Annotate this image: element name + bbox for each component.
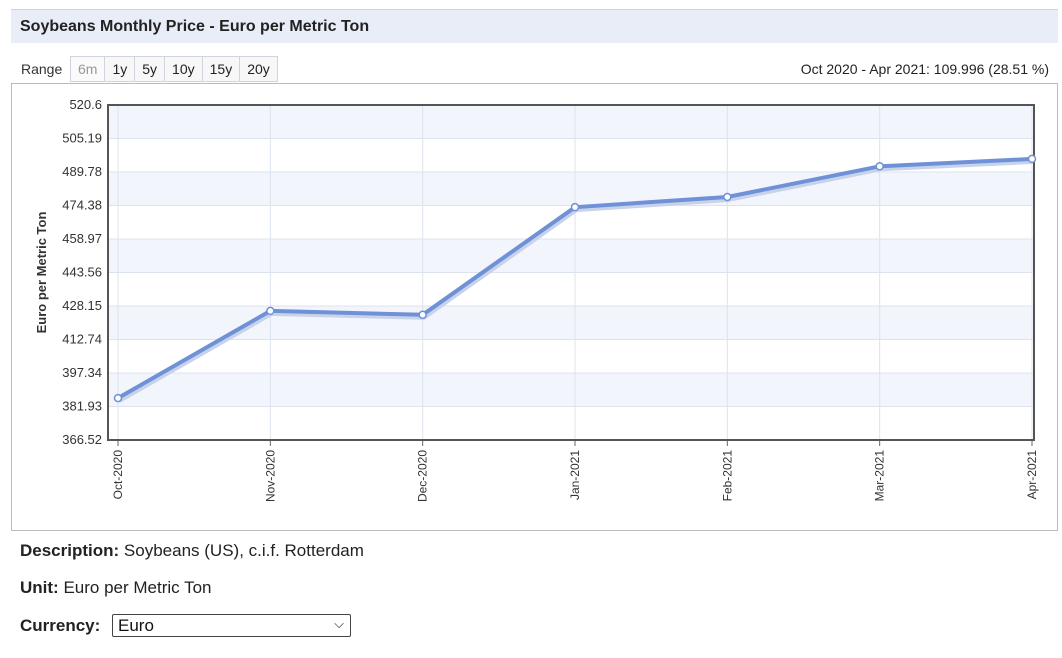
y-tick-label: 489.78 [62,164,102,179]
unit-label: Unit: [20,578,59,597]
price-line-chart: 366.52 381.93 397.34 412.74 428.15 443.56 458.… [34,97,1039,502]
plot-frame [107,104,1035,441]
data-point[interactable] [266,306,275,316]
grid-band [108,406,1034,440]
currency-selected-value: Euro [118,616,154,635]
grid-band [108,339,1034,373]
y-tick-label: 443.56 [62,265,102,280]
currency-select[interactable]: Euro ⌵ [112,614,351,637]
range-button-10y[interactable]: 10y [165,56,203,82]
description-value: Soybeans (US), c.i.f. Rotterdam [123,541,364,560]
range-button-15y[interactable]: 15y [202,56,241,82]
x-tick-label: Feb-2021 [720,450,734,502]
y-tick-label: 412.74 [62,332,102,347]
data-point[interactable] [723,192,732,202]
range-button-20y[interactable]: 20y [240,56,278,82]
chevron-down-icon: ⌵ [334,616,344,631]
y-axis-label: Euro per Metric Ton [34,212,49,334]
range-button-1y[interactable]: 1y [105,56,136,82]
grid-band [108,272,1034,307]
grid-band [108,372,1034,407]
y-tick-label: 520.6 [69,97,102,112]
x-tick-label: Oct-2020 [111,450,125,500]
y-tick-label: 381.93 [62,398,102,413]
range-button-6m: 6m [70,56,106,82]
chart-container: 366.52 381.93 397.34 412.74 428.15 443.56 458.… [11,83,1058,531]
y-tick-label: 366.52 [62,432,102,447]
page-title: Soybeans Monthly Price - Euro per Metric… [20,18,370,35]
x-tick-label: Dec-2020 [416,450,430,502]
range-buttons: 6m 1y 5y 10y 15y 20y [70,56,278,82]
grid-band [108,238,1034,273]
x-tick-label: Jan-2021 [568,450,582,500]
data-point[interactable] [1027,154,1037,164]
currency-row: Currency: [20,616,100,636]
range-summary: Oct 2020 - Apr 2021: 109.996 (28.51 %) [800,61,1049,77]
grid-band [108,105,1034,139]
x-tick-label: Mar-2021 [873,450,887,502]
chart-title-bar: Soybeans Monthly Price - Euro per Metric… [11,9,1058,43]
range-selector: Range 6m 1y 5y 10y 15y 20y Oct 2020 - Apr 202… [11,56,1058,82]
y-tick-label: 505.19 [62,131,102,146]
description-label: Description: [20,541,120,560]
y-tick-label: 458.97 [62,231,102,246]
currency-label: Currency: [20,616,101,635]
y-tick-label: 474.38 [62,197,102,212]
data-point[interactable] [875,162,884,171]
grid-band [108,172,1034,206]
y-tick-label: 397.34 [62,365,102,380]
x-tick-label: Apr-2021 [1025,450,1039,500]
description-row: Description: Soybeans (US), c.i.f. Rotte… [20,541,364,561]
range-label: Range [21,61,63,77]
unit-row: Unit: Euro per Metric Ton [20,578,211,598]
unit-value: Euro per Metric Ton [63,578,212,597]
data-point[interactable] [113,393,123,403]
data-point[interactable] [418,310,427,320]
y-tick-label: 428.15 [62,298,102,313]
data-point[interactable] [570,202,580,212]
x-tick-label: Nov-2020 [263,450,277,502]
range-button-5y[interactable]: 5y [135,56,166,82]
